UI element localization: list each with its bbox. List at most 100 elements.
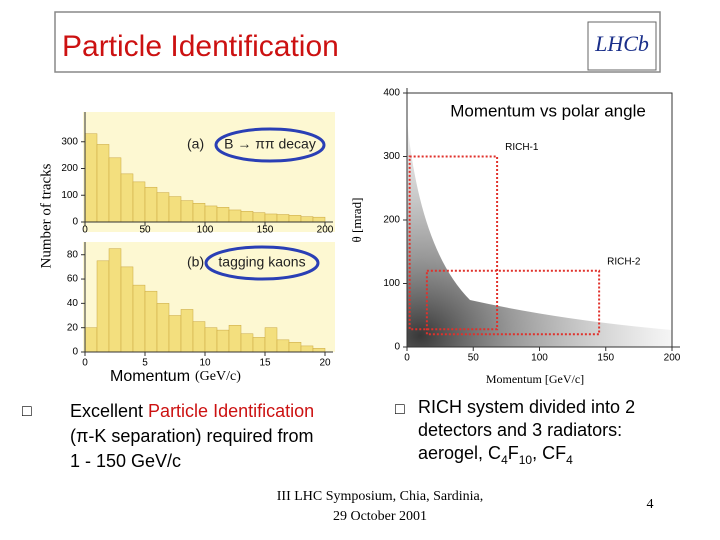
footer: III LHC Symposium, Chia, Sardinia, [277,489,484,504]
y-tick-label: 60 [67,274,79,285]
highlight [204,245,320,281]
bar [108,157,122,223]
x-tick-label: 150 [597,353,614,364]
logo-box [587,21,657,71]
bar [120,266,134,353]
bar [144,290,158,353]
region-label: RICH-1 [505,142,539,153]
region [425,269,601,336]
region-label: RICH-2 [607,256,641,267]
x-tick-label: 50 [139,225,151,236]
bar [168,315,182,353]
bar [312,216,326,223]
x-tick-label: 200 [317,225,334,236]
bar [192,321,206,353]
bar [156,303,170,353]
bar [252,337,266,353]
bar [240,333,254,353]
bullet-text: RICH system divided into 2 [418,397,635,417]
bar [228,209,242,223]
y-tick-label: 100 [61,190,78,201]
x-tick-label: 10 [199,358,211,369]
annotation: (b) [187,254,204,270]
y-axis-label: θ [mrad] [349,198,364,243]
y-tick-label: 20 [67,322,79,333]
y-axis-label: Number of tracks [38,163,54,268]
bar [108,248,122,353]
bar [96,144,110,223]
y-tick-label: 40 [67,298,79,309]
x-tick-label: 20 [319,358,331,369]
x-axis-label: Momentum [110,368,190,385]
text: 10 [519,453,533,467]
bar [84,327,98,353]
y-tick-label: 0 [72,217,78,228]
bar [240,211,254,223]
bar [264,327,278,353]
text: Particle Identification [148,401,314,421]
x-tick-label: 100 [197,225,214,236]
bar [228,325,242,353]
bullet-marker: □ [22,403,32,420]
text: Excellent [70,401,148,421]
page-number: 4 [647,497,654,512]
highlight [214,127,326,163]
bar [216,329,230,353]
bar [288,342,302,353]
bullet-text: (π-K separation) required from [70,426,314,446]
bar [168,196,182,223]
y-tick-label: 300 [383,151,400,162]
bar [120,173,134,223]
x-tick-label: 50 [468,353,480,364]
x-tick-label: 5 [142,358,148,369]
slide-title: Particle Identification [62,30,339,63]
bar [132,284,146,353]
title-box [54,11,661,73]
bar [144,186,158,223]
bar [288,215,302,223]
x-tick-label: 150 [257,225,274,236]
bar [264,213,278,223]
bar [180,309,194,353]
annotation: (a) [187,136,204,152]
y-tick-label: 100 [383,278,400,289]
bullet-text: aerogel, C4F10, CF4 [418,443,573,467]
bullet-marker: □ [395,401,405,418]
bar [312,348,326,353]
footer: 29 October 2001 [333,509,427,524]
y-tick-label: 80 [67,249,79,260]
y-tick-label: 400 [383,88,400,99]
x-axis-label: (GeV/c) [195,369,241,384]
text: 4 [501,453,508,467]
bar [84,133,98,223]
text: F [508,443,519,463]
bar [156,192,170,223]
annotation: tagging kaons [218,254,305,270]
y-tick-label: 200 [61,163,78,174]
text: 4 [566,453,573,467]
y-tick-label: 0 [72,347,78,358]
bar [132,181,146,223]
bar [204,327,218,353]
bar [300,345,314,353]
bar [300,216,314,223]
bar [252,212,266,223]
chart-title: Momentum vs polar angle [450,101,646,120]
text: aerogel, C [418,443,501,463]
bar [204,205,218,223]
region [408,155,499,331]
bar [276,339,290,353]
x-tick-label: 15 [259,358,271,369]
bar [192,203,206,223]
bar [216,207,230,223]
x-tick-label: 0 [404,353,410,364]
y-tick-label: 200 [383,215,400,226]
y-tick-label: 300 [61,136,78,147]
scatter-cloud [407,120,672,347]
bar [276,214,290,223]
logo: LHCb [594,31,649,56]
x-axis-label: Momentum [GeV/c] [486,372,584,386]
bullet-text: 1 - 150 GeV/c [70,451,181,471]
x-tick-label: 100 [531,353,548,364]
